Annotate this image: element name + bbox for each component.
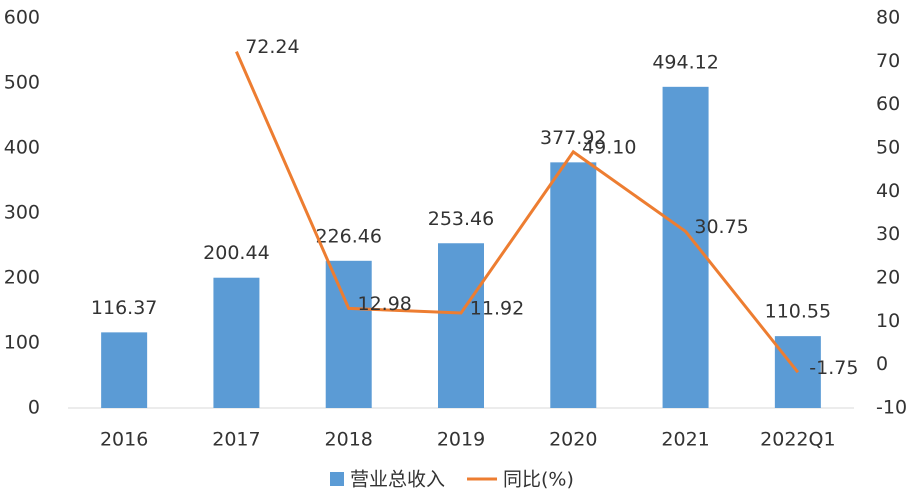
y-tick-label: 300 bbox=[4, 202, 40, 224]
line-value-label: 72.24 bbox=[245, 36, 299, 58]
y2-tick-label: 80 bbox=[876, 7, 900, 29]
y2-tick-label: 60 bbox=[876, 93, 900, 115]
y-tick-label: 200 bbox=[4, 267, 40, 289]
bar bbox=[550, 162, 597, 408]
line-value-label: 11.92 bbox=[470, 298, 524, 320]
bar-value-label: 253.46 bbox=[428, 208, 494, 230]
y2-tick-label: 40 bbox=[876, 180, 900, 202]
x-tick-label: 2017 bbox=[212, 429, 260, 451]
x-tick-label: 2016 bbox=[100, 429, 148, 451]
bar bbox=[213, 277, 260, 408]
bar bbox=[438, 243, 484, 408]
y-tick-label: 400 bbox=[4, 137, 40, 159]
line-value-label: 12.98 bbox=[358, 293, 412, 315]
x-tick-label: 2019 bbox=[437, 429, 485, 451]
y-tick-label: 600 bbox=[4, 7, 40, 29]
line-value-label: 49.10 bbox=[582, 136, 636, 158]
y2-tick-label: 30 bbox=[876, 223, 900, 245]
line-value-label: 30.75 bbox=[694, 216, 748, 238]
legend-label: 营业总收入 bbox=[350, 469, 445, 491]
x-tick-label: 2020 bbox=[549, 429, 597, 451]
bar bbox=[662, 86, 709, 409]
y-tick-label: 0 bbox=[28, 397, 40, 419]
legend-label: 同比(%) bbox=[503, 469, 574, 491]
y2-tick-label: 0 bbox=[876, 353, 888, 375]
legend-swatch bbox=[330, 472, 344, 486]
bar-value-label: 494.12 bbox=[652, 51, 718, 73]
y2-tick-label: -10 bbox=[876, 397, 907, 419]
x-tick-label: 2018 bbox=[325, 429, 373, 451]
x-tick-label: 2022Q1 bbox=[760, 429, 835, 451]
bar-value-label: 377.92 bbox=[540, 127, 606, 149]
y2-tick-label: 20 bbox=[876, 267, 900, 289]
line bbox=[235, 51, 800, 374]
bar-value-label: 110.55 bbox=[765, 301, 831, 323]
y2-tick-label: 70 bbox=[876, 50, 900, 72]
bar bbox=[101, 332, 148, 408]
y-tick-label: 500 bbox=[4, 72, 40, 94]
bar-value-label: 200.44 bbox=[203, 242, 269, 264]
bar bbox=[325, 260, 372, 408]
bar-value-label: 116.37 bbox=[91, 297, 157, 319]
y-tick-label: 100 bbox=[4, 332, 40, 354]
x-tick-label: 2021 bbox=[661, 429, 709, 451]
y2-tick-label: 10 bbox=[876, 310, 900, 332]
line-value-label: -1.75 bbox=[809, 357, 858, 379]
bar-value-label: 226.46 bbox=[315, 225, 381, 247]
y2-tick-label: 50 bbox=[876, 137, 900, 159]
